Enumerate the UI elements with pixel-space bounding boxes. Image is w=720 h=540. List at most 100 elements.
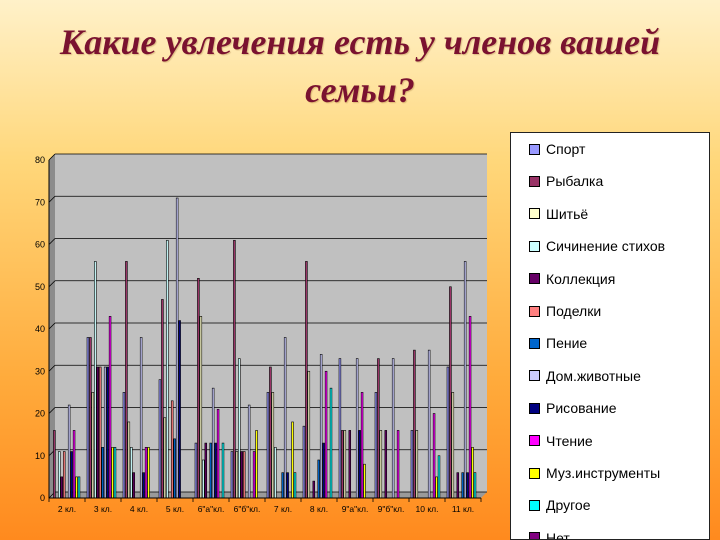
bar [358, 430, 361, 499]
bar [75, 476, 78, 499]
bar [130, 446, 133, 499]
legend-item: Нет [529, 528, 570, 540]
legend-label: Сичинение стихов [546, 238, 666, 255]
bar [281, 472, 284, 499]
gridline-side [48, 195, 56, 203]
y-tick-label: 10 [35, 451, 45, 461]
gridline-side [48, 238, 56, 245]
bar [230, 451, 234, 499]
bar [63, 451, 66, 499]
bar [108, 316, 112, 499]
bar [379, 430, 383, 499]
bar [221, 442, 225, 499]
bar [468, 316, 472, 499]
legend-label: Коллекция [546, 270, 616, 287]
bar [70, 451, 73, 499]
bar [127, 421, 131, 499]
bar [305, 261, 308, 499]
bar [247, 404, 251, 499]
slide-title: Какие увлечения есть у членов вашей семь… [59, 22, 661, 110]
legend-label: Муз.инструменты [546, 465, 661, 481]
bar [319, 354, 323, 499]
x-tick-label: 2 кл. [58, 504, 76, 514]
bar [427, 349, 431, 499]
bar [307, 370, 311, 499]
x-tick-label: 6"б"кл. [234, 504, 261, 514]
legend-swatch [529, 499, 540, 511]
bar [449, 286, 452, 499]
legend-item: Муз.инструменты [529, 463, 660, 483]
legend-label: Пение [546, 335, 588, 352]
bar [446, 366, 450, 499]
legend-swatch [529, 273, 540, 285]
bar [413, 349, 416, 499]
bar [240, 451, 244, 499]
legend-label: Рисование [546, 400, 617, 417]
gridline-side [48, 280, 56, 288]
bar [91, 392, 95, 499]
bar [377, 358, 380, 499]
bar [396, 430, 400, 499]
bar [317, 459, 320, 499]
bar [355, 358, 359, 499]
bar [163, 417, 167, 499]
bar [125, 261, 128, 499]
bar [283, 337, 287, 499]
legend-swatch [529, 467, 540, 479]
bar [410, 430, 414, 499]
bar [329, 387, 333, 499]
y-tick-label: 40 [35, 324, 45, 334]
bar [363, 463, 366, 499]
legend-swatch [529, 208, 540, 220]
legend-swatch [529, 370, 540, 382]
bar [122, 392, 126, 499]
chart-legend: Спорт Рыбалка Шитьё Сичинение стихов Коллекц… [510, 132, 710, 540]
bar [451, 392, 455, 499]
legend-label: Шитьё [546, 205, 589, 222]
y-tick-label: 0 [40, 493, 45, 503]
x-tick-label: 10 кл. [416, 504, 439, 514]
bar [142, 472, 145, 499]
legend-item: Спорт [529, 139, 585, 159]
bar [101, 446, 104, 499]
bar [204, 442, 208, 499]
bar [374, 392, 378, 499]
legend-label: Чтение [546, 432, 593, 449]
bar [415, 430, 419, 499]
legend-swatch [529, 240, 540, 252]
bar [302, 425, 306, 499]
bar [233, 239, 236, 499]
legend-swatch [529, 402, 540, 414]
bar [324, 370, 328, 499]
gridline-side [48, 153, 56, 161]
bar [269, 366, 272, 499]
legend-label: Другое [546, 497, 591, 514]
bar [111, 446, 114, 499]
bar [463, 261, 467, 499]
bar [471, 446, 474, 499]
legend-item: Шитьё [529, 204, 588, 224]
bar [89, 337, 92, 499]
bar [202, 459, 205, 499]
bar [77, 476, 81, 499]
legend-label: Спорт [546, 141, 586, 157]
bar [271, 392, 275, 499]
x-tick-label: 9"а"кл. [342, 504, 369, 514]
bar [214, 442, 217, 499]
bar [252, 451, 256, 499]
legend-item: Пение [529, 333, 587, 353]
legend-label: Нет [546, 529, 570, 540]
bar [473, 472, 477, 499]
bar [103, 366, 107, 499]
bar [461, 472, 464, 499]
bar [86, 337, 90, 499]
bar [384, 430, 388, 499]
bar [58, 451, 61, 499]
bar [255, 430, 258, 499]
bar [199, 316, 203, 499]
bar [67, 404, 71, 499]
bar [132, 472, 136, 499]
axes: 0 10 20 30 40 50 60 70 80 2 кл. 3 кл. 4 кл. 5 кл. 6"а… [35, 155, 482, 514]
bar [266, 392, 270, 499]
bar [432, 413, 436, 499]
